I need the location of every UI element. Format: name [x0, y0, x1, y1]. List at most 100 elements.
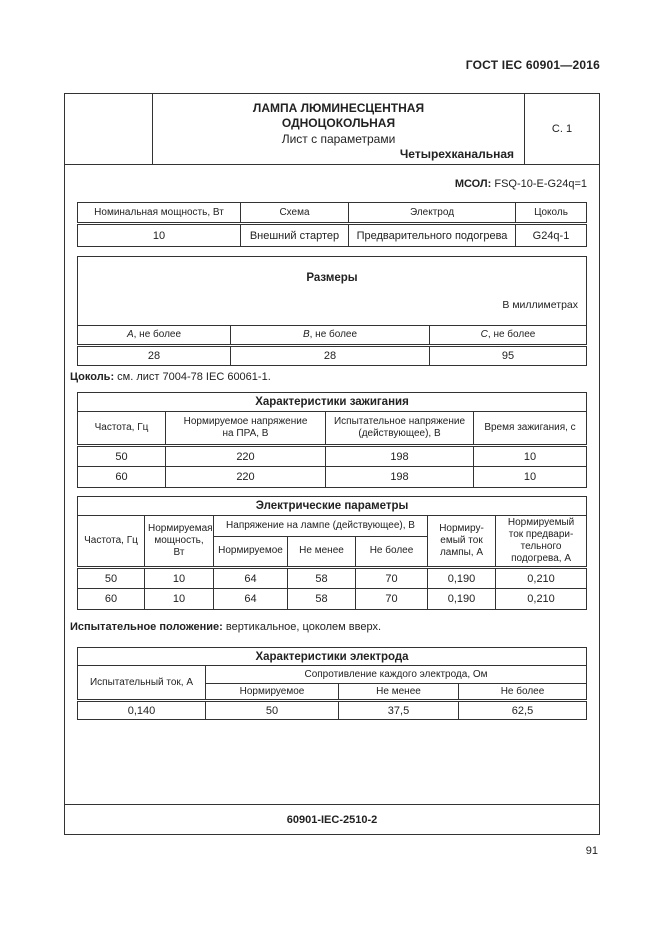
sub-header-rated: Нормируемое	[213, 535, 288, 570]
dim-a-rest: , не более	[133, 329, 182, 340]
sheet-subtitle: Лист с параметрами	[281, 132, 396, 146]
cell-el-freq-50: 50	[77, 567, 145, 589]
electrode-table: Характеристики электрода Испытательный т…	[76, 647, 588, 720]
dim-c-rest: , не более	[487, 329, 536, 340]
col-header-ballast-voltage: Нормируемое напряжение на ПРА, В	[165, 411, 326, 447]
sub-header-res-max: Не более	[457, 683, 588, 702]
sub-header-res-min: Не менее	[338, 683, 459, 702]
col-header-el-frequency: Частота, Гц	[77, 515, 145, 569]
cell-el-power-50: 10	[144, 567, 214, 589]
cell-ign-voltage-50: 220	[165, 445, 326, 467]
cell-ign-time-50: 10	[472, 445, 588, 467]
cell-dim-a: 28	[77, 345, 231, 366]
cell-res-min: 37,5	[338, 700, 459, 720]
cell-ign-testv-50: 198	[325, 445, 474, 467]
cell-el-vmin-60: 58	[287, 588, 356, 610]
col-header-electrode: Электрод	[348, 202, 516, 225]
cell-circuit: Внешний стартер	[240, 223, 349, 247]
electrical-title-row: Электрические параметры	[76, 496, 588, 516]
dimensions-title: Размеры	[306, 272, 358, 284]
col-header-dim-c: C, не более	[429, 325, 587, 347]
ilcos-value: FSQ-10-E-G24q=1	[494, 178, 587, 190]
cap-note-text: см. лист 7004-78 IEC 60061-1.	[117, 371, 271, 383]
cell-el-vmax-60: 70	[355, 588, 428, 610]
electrical-data-row-50hz: 50 10 64 58 70 0,190 0,210	[77, 567, 588, 589]
col-group-lamp-voltage: Напряжение на лампе (действующее), В	[213, 515, 428, 537]
cell-ign-time-60: 10	[472, 466, 588, 488]
cell-ign-freq-60: 60	[77, 466, 166, 488]
cell-dim-c: 95	[429, 345, 587, 366]
cell-ign-testv-60: 198	[325, 466, 474, 488]
dim-c-var: C	[480, 329, 488, 340]
col-header-dim-b: B, не более	[230, 325, 430, 347]
dimensions-units-note: В миллиметрах	[502, 299, 578, 311]
cell-el-power-60: 10	[144, 588, 214, 610]
cell-dim-b: 28	[230, 345, 430, 366]
test-position-text: вертикальное, цоколем вверх.	[225, 621, 382, 633]
sub-header-max: Не более	[355, 535, 428, 570]
sheet-number-cell: С. 1	[524, 94, 599, 164]
lamp-title-line1: ЛАМПА ЛЮМИНЕСЦЕНТНАЯ	[252, 101, 425, 115]
cell-el-current-60: 0,190	[427, 588, 496, 610]
electrode-title-row: Характеристики электрода	[76, 647, 588, 666]
dim-a-var: A	[126, 329, 134, 340]
cell-ign-freq-50: 50	[77, 445, 166, 467]
lamp-summary-header-row: Номинальная мощность, Вт Схема Электрод …	[77, 202, 587, 225]
cell-el-preheat-50: 0,210	[494, 567, 588, 589]
ignition-data-row-60hz: 60 220 198 10	[77, 466, 588, 488]
electrical-data-row-60hz: 60 10 64 58 70 0,190 0,210	[77, 588, 588, 610]
col-header-power: Номинальная мощность, Вт	[77, 202, 241, 225]
electrical-table: Электрические параметры Частота, Гц Норм…	[76, 496, 588, 610]
title-block-empty-cell	[65, 94, 153, 164]
cell-ign-voltage-60: 220	[165, 466, 326, 488]
col-header-test-voltage: Испытательное напряжение (действующее), …	[325, 411, 474, 447]
ignition-data-row-50hz: 50 220 198 10	[77, 445, 588, 467]
electrode-title: Характеристики электрода	[76, 647, 588, 666]
col-header-el-power: Нормируемая мощность, Вт	[144, 515, 214, 569]
dimensions-title-cell: Размеры В миллиметрах	[77, 256, 587, 326]
col-header-frequency: Частота, Гц	[77, 411, 166, 447]
cell-el-current-50: 0,190	[427, 567, 496, 589]
sub-header-min: Не менее	[287, 535, 356, 570]
col-header-cap: Цоколь	[515, 202, 587, 225]
title-block-center-cell: ЛАМПА ЛЮМИНЕСЦЕНТНАЯ ОДНОЦОКОЛЬНАЯ Лист …	[153, 94, 524, 164]
cell-el-vmax-50: 70	[355, 567, 428, 589]
electrode-header-row-sub: Нормируемое Не менее Не более	[78, 683, 588, 702]
col-header-dim-a: A, не более	[77, 325, 231, 347]
cap-note: Цоколь: см. лист 7004-78 IEC 60061-1.	[65, 370, 599, 385]
col-header-preheat-current: Нормируемый ток предвари- тельного подог…	[494, 515, 588, 569]
sheet-code: 60901-IEC-2510-2	[286, 813, 378, 826]
electrode-header-row-top: Испытательный ток, А Сопротивление каждо…	[77, 665, 588, 702]
cell-el-vrated-60: 64	[213, 588, 288, 610]
cell-el-freq-60: 60	[77, 588, 145, 610]
cell-cap: G24q-1	[515, 223, 587, 247]
sub-header-res-rated: Нормируемое	[205, 683, 339, 702]
doc-standard-header: ГОСТ IEC 60901—2016	[465, 58, 600, 72]
col-header-test-current: Испытательный ток, А	[77, 665, 206, 702]
lamp-summary-table: Номинальная мощность, Вт Схема Электрод …	[77, 202, 587, 247]
ignition-header-row: Частота, Гц Нормируемое напряжение на ПР…	[77, 411, 588, 447]
col-header-ignition-time: Время зажигания, с	[472, 411, 588, 447]
test-position-note: Испытательное положение: вертикальное, ц…	[65, 620, 599, 635]
cap-note-label: Цоколь:	[70, 371, 115, 383]
sheet-code-footer: 60901-IEC-2510-2	[65, 804, 599, 834]
dim-b-var: B	[302, 329, 310, 340]
cell-power: 10	[77, 223, 241, 247]
ilcos-label: МСОЛ:	[454, 178, 492, 190]
col-group-resistance: Сопротивление каждого электрода, Ом	[204, 665, 588, 684]
cell-el-preheat-60: 0,210	[494, 588, 588, 610]
ignition-table: Характеристики зажигания Частота, Гц Нор…	[76, 392, 588, 488]
channel-type-label: Четырехканальная	[399, 147, 514, 161]
cell-res-rated: 50	[205, 700, 339, 720]
dimensions-data-row: 28 28 95	[77, 345, 587, 366]
col-header-circuit: Схема	[240, 202, 349, 225]
cell-test-current: 0,140	[77, 700, 206, 720]
cell-el-vrated-50: 64	[213, 567, 288, 589]
electrical-header-row-top: Частота, Гц Нормируемая мощность, Вт Нап…	[77, 515, 588, 569]
cell-res-max: 62,5	[457, 700, 588, 720]
cell-el-vmin-50: 58	[287, 567, 356, 589]
dim-b-rest: , не более	[309, 329, 358, 340]
parameter-sheet-frame: ЛАМПА ЛЮМИНЕСЦЕНТНАЯ ОДНОЦОКОЛЬНАЯ Лист …	[64, 93, 600, 835]
cell-electrode: Предварительного подогрева	[348, 223, 516, 247]
